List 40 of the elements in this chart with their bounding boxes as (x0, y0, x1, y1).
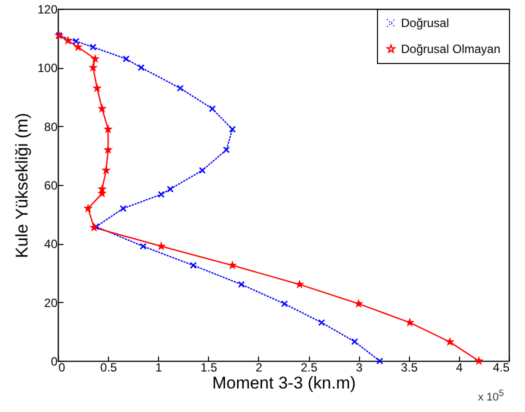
y-tick-label: 120 (37, 2, 58, 16)
legend-label: Doğrusal (401, 16, 450, 30)
point (166, 186, 174, 193)
point (281, 300, 288, 308)
point (208, 105, 216, 112)
point (92, 223, 100, 230)
point (228, 126, 236, 133)
x-tick-label: 4 (456, 360, 464, 374)
point (120, 205, 127, 212)
point (72, 38, 80, 45)
x-tick-label: 1.5 (200, 360, 218, 374)
point (351, 338, 358, 346)
x-tick-label: 2 (256, 360, 263, 374)
point (138, 64, 145, 72)
x-tick-label: 3.5 (400, 360, 418, 374)
y-tick-label: 100 (37, 61, 58, 76)
point (198, 166, 206, 174)
x-tick-label: 2.5 (300, 360, 318, 374)
point (376, 358, 384, 364)
x-tick-label: 3 (356, 360, 363, 374)
point (190, 262, 197, 269)
point (222, 146, 230, 154)
point (238, 281, 245, 288)
x-tick-label: 4.5 (492, 360, 510, 374)
y-tick-label: 60 (44, 178, 58, 192)
point (318, 319, 326, 326)
x-tick-label: 1 (155, 360, 162, 374)
y-tick-label: 80 (44, 120, 58, 134)
y-tick-label: 20 (44, 296, 58, 310)
legend-label: Doğrusal Olmayan (401, 42, 500, 56)
point (140, 242, 147, 250)
y-tick-label: 40 (44, 237, 58, 252)
text: x 10$^{5}$ (478, 388, 504, 404)
x-axis-title: Moment 3-3 (kn.m) (212, 374, 356, 392)
point (158, 190, 165, 198)
y-axis-title: Kule Yüksekliği (m) (12, 112, 32, 258)
point (176, 84, 184, 92)
point (90, 44, 97, 51)
point (122, 55, 130, 62)
x-tick-label: 0.5 (100, 360, 118, 374)
